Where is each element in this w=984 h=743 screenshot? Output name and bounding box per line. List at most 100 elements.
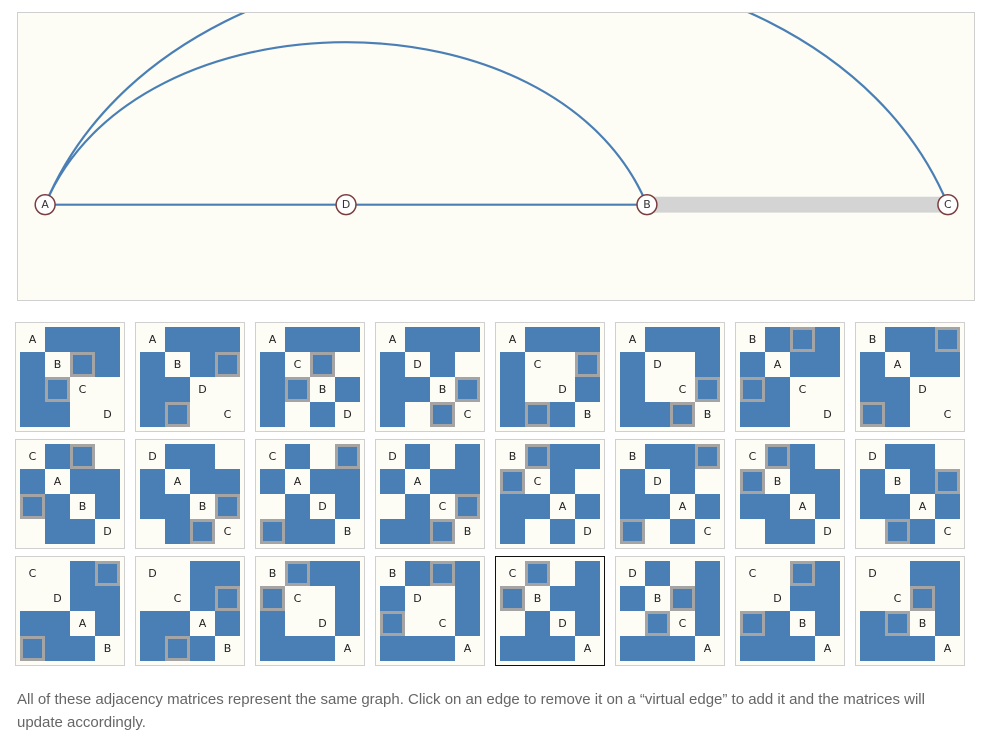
matrix-cell-virtual[interactable] <box>260 586 285 611</box>
matrix-cell-edge[interactable] <box>215 611 240 636</box>
matrix-cell-edge[interactable] <box>525 611 550 636</box>
adjacency-matrix[interactable]: B A D C <box>855 322 965 432</box>
matrix-cell-edge[interactable] <box>790 586 815 611</box>
matrix-cell-virtual[interactable] <box>670 586 695 611</box>
matrix-cell-edge[interactable] <box>165 377 190 402</box>
matrix-cell-virtual[interactable] <box>670 402 695 427</box>
matrix-cell-edge[interactable] <box>45 519 70 544</box>
matrix-cell-virtual[interactable] <box>500 469 525 494</box>
matrix-cell-edge[interactable] <box>405 444 430 469</box>
matrix-cell-edge[interactable] <box>285 327 310 352</box>
matrix-cell-edge[interactable] <box>620 377 645 402</box>
matrix-cell-edge[interactable] <box>550 636 575 661</box>
matrix-cell-virtual[interactable] <box>285 561 310 586</box>
matrix-cell-virtual[interactable] <box>885 519 910 544</box>
adjacency-matrix[interactable]: D A B C <box>135 439 245 549</box>
matrix-cell-virtual[interactable] <box>695 444 720 469</box>
matrix-cell-edge[interactable] <box>380 469 405 494</box>
matrix-cell-edge[interactable] <box>140 402 165 427</box>
matrix-cell-virtual[interactable] <box>70 352 95 377</box>
matrix-cell-edge[interactable] <box>575 586 600 611</box>
matrix-cell-edge[interactable] <box>885 636 910 661</box>
adjacency-matrix[interactable]: A D C B <box>615 322 725 432</box>
matrix-cell-edge[interactable] <box>645 444 670 469</box>
adjacency-matrix[interactable]: B D A C <box>615 439 725 549</box>
matrix-cell-edge[interactable] <box>935 586 960 611</box>
matrix-cell-edge[interactable] <box>165 444 190 469</box>
matrix-cell-edge[interactable] <box>910 561 935 586</box>
matrix-cell-edge[interactable] <box>525 636 550 661</box>
matrix-cell-virtual[interactable] <box>95 561 120 586</box>
matrix-cell-edge[interactable] <box>165 327 190 352</box>
matrix-cell-virtual[interactable] <box>525 444 550 469</box>
matrix-cell-edge[interactable] <box>550 327 575 352</box>
matrix-cell-edge[interactable] <box>45 636 70 661</box>
matrix-cell-edge[interactable] <box>455 561 480 586</box>
matrix-cell-virtual[interactable] <box>430 519 455 544</box>
matrix-cell-edge[interactable] <box>740 636 765 661</box>
matrix-cell-edge[interactable] <box>695 561 720 586</box>
matrix-cell-virtual[interactable] <box>885 611 910 636</box>
matrix-cell-edge[interactable] <box>190 636 215 661</box>
matrix-cell-edge[interactable] <box>285 444 310 469</box>
matrix-cell-edge[interactable] <box>70 327 95 352</box>
matrix-cell-edge[interactable] <box>620 586 645 611</box>
matrix-cell-edge[interactable] <box>380 352 405 377</box>
matrix-cell-edge[interactable] <box>765 519 790 544</box>
matrix-cell-edge[interactable] <box>695 611 720 636</box>
adjacency-matrix[interactable]: A B C D <box>15 322 125 432</box>
matrix-cell-edge[interactable] <box>20 352 45 377</box>
matrix-cell-edge[interactable] <box>285 494 310 519</box>
matrix-cell-edge[interactable] <box>380 519 405 544</box>
matrix-cell-edge[interactable] <box>405 636 430 661</box>
matrix-cell-virtual[interactable] <box>935 469 960 494</box>
adjacency-matrix[interactable]: B C D A <box>255 556 365 666</box>
matrix-cell-edge[interactable] <box>430 636 455 661</box>
matrix-cell-virtual[interactable] <box>215 586 240 611</box>
matrix-cell-edge[interactable] <box>140 611 165 636</box>
adjacency-matrix[interactable]: A D B C <box>375 322 485 432</box>
matrix-cell-edge[interactable] <box>575 327 600 352</box>
matrix-cell-edge[interactable] <box>500 636 525 661</box>
matrix-cell-virtual[interactable] <box>260 519 285 544</box>
matrix-cell-virtual[interactable] <box>500 586 525 611</box>
matrix-cell-edge[interactable] <box>885 494 910 519</box>
matrix-cell-virtual[interactable] <box>575 352 600 377</box>
matrix-cell-edge[interactable] <box>455 444 480 469</box>
matrix-cell-edge[interactable] <box>190 586 215 611</box>
matrix-cell-edge[interactable] <box>500 519 525 544</box>
matrix-cell-edge[interactable] <box>95 494 120 519</box>
matrix-cell-virtual[interactable] <box>525 561 550 586</box>
matrix-cell-edge[interactable] <box>190 469 215 494</box>
matrix-cell-edge[interactable] <box>695 494 720 519</box>
matrix-cell-edge[interactable] <box>670 444 695 469</box>
matrix-cell-edge[interactable] <box>310 327 335 352</box>
matrix-cell-virtual[interactable] <box>285 377 310 402</box>
matrix-cell-virtual[interactable] <box>310 352 335 377</box>
matrix-cell-edge[interactable] <box>695 327 720 352</box>
matrix-cell-edge[interactable] <box>620 469 645 494</box>
matrix-cell-edge[interactable] <box>670 519 695 544</box>
matrix-cell-edge[interactable] <box>670 469 695 494</box>
matrix-cell-edge[interactable] <box>910 352 935 377</box>
matrix-cell-edge[interactable] <box>190 444 215 469</box>
matrix-cell-edge[interactable] <box>260 611 285 636</box>
matrix-cell-edge[interactable] <box>860 494 885 519</box>
matrix-cell-virtual[interactable] <box>70 444 95 469</box>
matrix-cell-edge[interactable] <box>645 561 670 586</box>
matrix-cell-edge[interactable] <box>215 327 240 352</box>
matrix-cell-edge[interactable] <box>310 636 335 661</box>
matrix-cell-edge[interactable] <box>910 469 935 494</box>
matrix-cell-virtual[interactable] <box>45 377 70 402</box>
matrix-cell-edge[interactable] <box>190 352 215 377</box>
matrix-cell-edge[interactable] <box>815 586 840 611</box>
matrix-cell-edge[interactable] <box>790 519 815 544</box>
matrix-cell-edge[interactable] <box>20 611 45 636</box>
matrix-cell-edge[interactable] <box>815 611 840 636</box>
matrix-cell-edge[interactable] <box>740 352 765 377</box>
matrix-cell-edge[interactable] <box>405 561 430 586</box>
adjacency-matrix[interactable]: A C D B <box>495 322 605 432</box>
matrix-cell-edge[interactable] <box>140 377 165 402</box>
matrix-cell-edge[interactable] <box>310 402 335 427</box>
matrix-cell-virtual[interactable] <box>740 469 765 494</box>
